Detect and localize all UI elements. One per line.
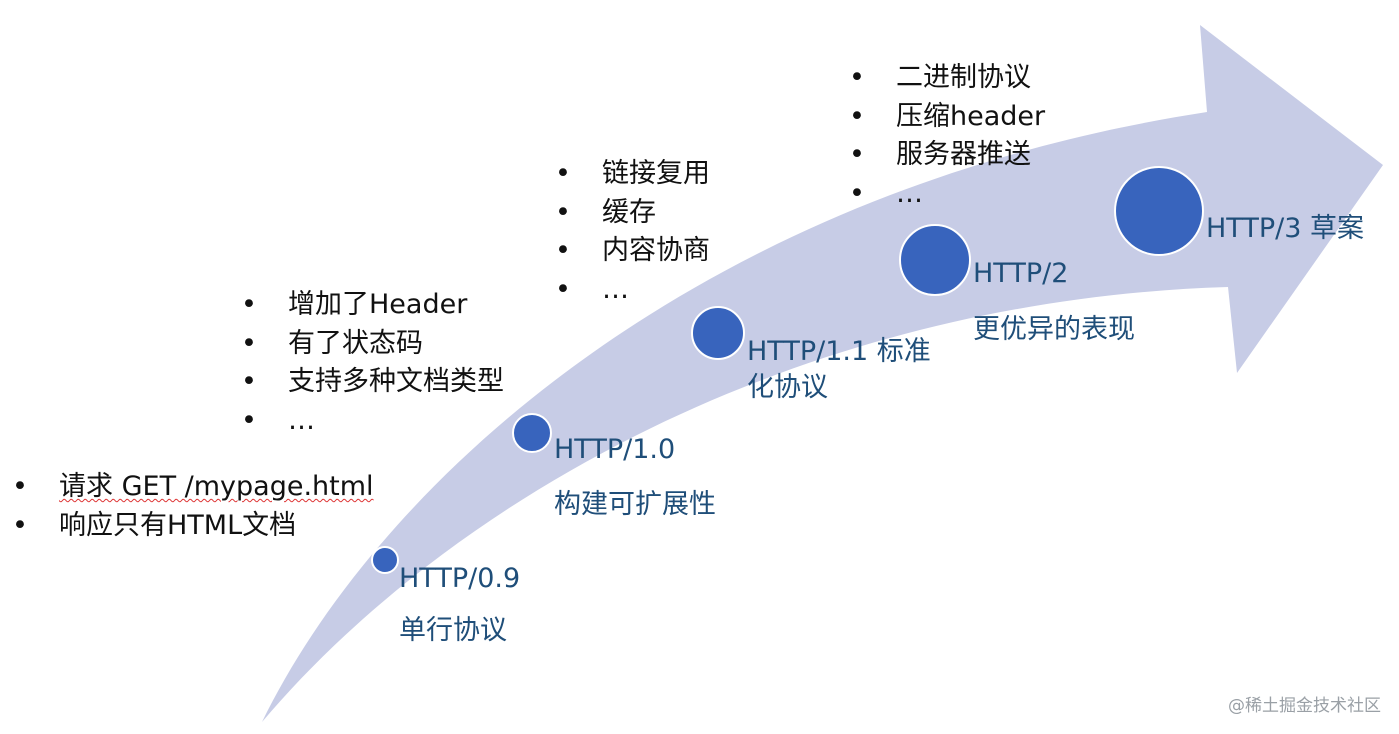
feature-item: … [849, 175, 1045, 214]
stage-desc-http09: 单行协议 [399, 615, 507, 646]
stage-dot-http3 [1114, 166, 1204, 256]
feature-item: 内容协商 [555, 232, 710, 271]
feature-item: 有了状态码 [241, 325, 504, 364]
stage-dot-http09 [371, 546, 399, 574]
stage-desc-http10: 构建可扩展性 [554, 489, 716, 520]
stage-version-http3: HTTP/3 草案 [1206, 213, 1364, 244]
stage-version-http10: HTTP/1.0 [554, 434, 676, 465]
feature-item: 响应只有HTML文档 [12, 507, 374, 546]
feature-item: … [555, 271, 710, 310]
curved-arrow-shape [262, 25, 1383, 722]
feature-item: 请求 GET /mypage.html [12, 468, 374, 507]
feature-item: 链接复用 [555, 155, 710, 194]
watermark: @稀土掘金技术社区 [1228, 696, 1381, 716]
stage-dot-http10 [512, 413, 552, 453]
stage-version-http2: HTTP/2 [973, 258, 1069, 289]
stage-dot-http2 [899, 224, 971, 296]
stage-version-http11: HTTP/1.1 标准化协议 [747, 336, 931, 403]
features-http2: 二进制协议 压缩header 服务器推送 … [849, 59, 1045, 213]
feature-item: 缓存 [555, 194, 710, 233]
stage-desc-http2: 更优异的表现 [973, 314, 1135, 345]
stage-version-http09: HTTP/0.9 [399, 563, 521, 594]
features-http09: 请求 GET /mypage.html 响应只有HTML文档 [12, 468, 374, 545]
feature-item: 二进制协议 [849, 59, 1045, 98]
feature-item: 压缩header [849, 98, 1045, 137]
features-http11: 链接复用 缓存 内容协商 … [555, 155, 710, 309]
feature-item: 支持多种文档类型 [241, 363, 504, 402]
stage-dot-http11 [691, 306, 745, 360]
feature-item: 服务器推送 [849, 136, 1045, 175]
feature-item: … [241, 402, 504, 441]
feature-item: 增加了Header [241, 286, 504, 325]
features-http10: 增加了Header 有了状态码 支持多种文档类型 … [241, 286, 504, 440]
